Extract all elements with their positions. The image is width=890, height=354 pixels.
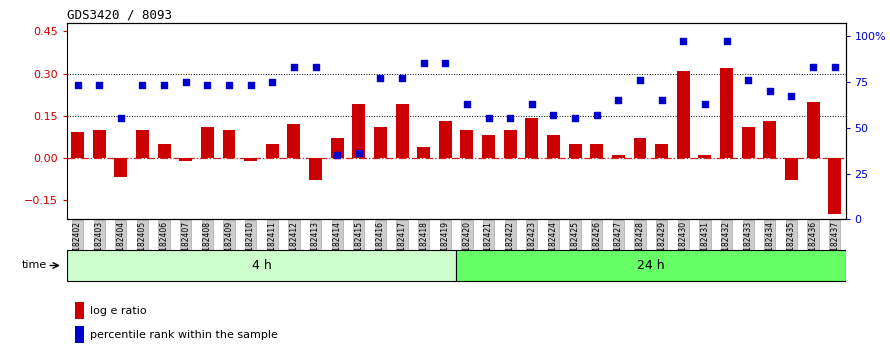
Text: percentile rank within the sample: percentile rank within the sample [90,330,278,340]
Bar [829,158,841,214]
Point [70,82,85,88]
Bar [374,127,387,158]
Point [828,64,842,70]
Bar [590,144,603,158]
Point [525,101,539,107]
Point [460,101,474,107]
Bar [158,144,171,158]
Text: log e ratio: log e ratio [90,306,147,316]
Bar [547,135,560,158]
Point [438,61,452,66]
Point [589,112,603,118]
Point [352,150,366,156]
Point [222,82,236,88]
Bar [785,158,798,180]
Bar [699,155,711,158]
Point [330,152,344,158]
Bar [655,144,668,158]
Bar [75,302,84,319]
Bar [114,158,127,177]
Bar [309,158,322,180]
Point [265,79,279,85]
Point [157,82,171,88]
Text: 24 h: 24 h [637,259,665,272]
Bar [417,147,430,158]
Bar [457,250,846,281]
Bar [460,130,473,158]
Bar [439,121,452,158]
Bar [222,130,236,158]
Point [481,116,496,121]
Bar [806,102,820,158]
Point [92,82,106,88]
Text: 4 h: 4 h [252,259,271,272]
Bar [136,130,149,158]
Bar [525,119,538,158]
Point [741,77,756,83]
Point [417,61,431,66]
Point [244,82,258,88]
Bar [764,121,776,158]
Bar [93,130,106,158]
Text: GDS3420 / 8093: GDS3420 / 8093 [67,9,172,22]
Bar [504,130,517,158]
Bar [71,132,84,158]
Bar [179,158,192,161]
Point [719,39,733,44]
Point [200,82,214,88]
Bar [331,138,344,158]
Bar [612,155,625,158]
Bar [352,104,365,158]
Point [135,82,150,88]
Bar [266,144,279,158]
Point [373,75,387,81]
Bar [287,124,301,158]
Bar [676,71,690,158]
Point [503,116,517,121]
Point [784,93,798,99]
Bar [741,127,755,158]
Bar [75,326,84,343]
Point [568,116,582,121]
Bar [569,144,581,158]
Point [114,116,128,121]
Point [698,101,712,107]
Bar [201,127,214,158]
Text: time: time [22,261,47,270]
Bar [244,158,257,161]
Bar [720,68,733,158]
Point [395,75,409,81]
Bar [634,138,646,158]
Point [179,79,193,85]
Point [806,64,821,70]
Point [611,97,626,103]
Bar [395,104,409,158]
Bar [67,250,457,281]
Point [676,39,691,44]
Point [309,64,323,70]
Bar [482,135,495,158]
Point [654,97,668,103]
Point [763,88,777,94]
Point [546,112,561,118]
Point [633,77,647,83]
Point [287,64,301,70]
